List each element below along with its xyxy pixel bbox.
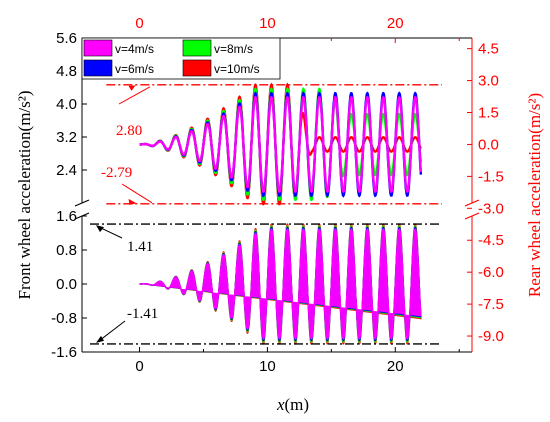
annotation-arrowhead — [128, 198, 137, 205]
x-axis-label: x(m) — [276, 395, 309, 414]
annotation-label-upper-min: -2.79 — [101, 165, 132, 181]
lower-panel-series — [139, 223, 422, 345]
upper-panel-series — [139, 82, 423, 206]
annotation-label-lower-max: 1.41 — [127, 239, 153, 255]
legend-swatch-v6 — [83, 59, 113, 77]
axis-break-mark — [74, 199, 90, 207]
right-y-tick-label: -3.0 — [478, 200, 504, 217]
annotations: 2.80 -2.79 1.41 -1.41 — [96, 85, 158, 343]
left-y-tick-label: 5.6 — [56, 30, 77, 47]
right-y-tick-label: 4.5 — [478, 41, 499, 58]
top-x-tick-label: 20 — [387, 15, 404, 32]
legend-label-v4: v=4m/s — [115, 42, 154, 56]
right-y-tick-label: -9.0 — [478, 328, 504, 345]
legend-swatch-v4 — [83, 39, 113, 57]
right-y-tick-label: 1.5 — [478, 105, 499, 122]
right-y-tick-label: 0.0 — [478, 136, 499, 153]
left-y-axis-label: Front wheel acceleration(m/s²) — [15, 90, 34, 299]
legend-box — [81, 37, 281, 80]
annotation-arrowhead — [128, 85, 136, 91]
bottom-x-tick-label: 20 — [387, 358, 404, 375]
right-y-axis-label: Rear wheel acceleration(m/s²) — [525, 93, 544, 297]
bottom-x-tick-label: 10 — [259, 358, 276, 375]
annotation-label-lower-min: -1.41 — [127, 306, 158, 322]
bottom-x-tick-label: 0 — [135, 358, 143, 375]
right-y-tick-label: -7.5 — [478, 296, 504, 313]
legend-swatch-v10 — [182, 59, 212, 77]
left-y-tick-label: -0.8 — [51, 310, 77, 327]
legend-swatch-v8 — [182, 39, 212, 57]
annotation-arrowhead — [96, 225, 104, 233]
top-x-tick-label: 0 — [135, 15, 143, 32]
left-y-tick-label: 3.2 — [56, 129, 77, 146]
right-y-tick-label: -1.5 — [478, 168, 504, 185]
upper-series-line — [139, 95, 423, 194]
annotation-arrow — [98, 226, 123, 239]
right-y-tick-label: 3.0 — [478, 73, 499, 90]
left-y-tick-label: 2.4 — [56, 162, 77, 179]
annotation-arrowhead — [96, 335, 104, 343]
legend: v=4m/s v=8m/s v=6m/s v=10m/s — [81, 37, 281, 80]
annotation-arrow — [118, 86, 151, 105]
legend-label-v8: v=8m/s — [214, 42, 253, 56]
annotation-arrow — [121, 183, 153, 204]
left-y-tick-label: 4.8 — [56, 63, 77, 80]
reference-lines — [90, 84, 442, 345]
left-y-tick-label: 4.0 — [56, 96, 77, 113]
left-y-tick-label: 0.8 — [56, 242, 77, 259]
left-y-tick-label: -1.6 — [51, 344, 77, 361]
axis-break-mark — [464, 212, 480, 220]
left-y-tick-label: 1.6 — [56, 208, 77, 225]
legend-label-v10: v=10m/s — [214, 62, 260, 76]
legend-label-v6: v=6m/s — [115, 62, 154, 76]
axis-break-mark — [464, 199, 480, 207]
annotation-arrow — [98, 320, 126, 342]
right-y-tick-label: -4.5 — [478, 232, 504, 249]
top-x-tick-label: 10 — [259, 15, 276, 32]
left-y-tick-label: 0.0 — [56, 276, 77, 293]
lower-series-line — [139, 228, 422, 340]
right-y-tick-label: -6.0 — [478, 264, 504, 281]
annotation-label-upper-max: 2.80 — [116, 123, 142, 139]
